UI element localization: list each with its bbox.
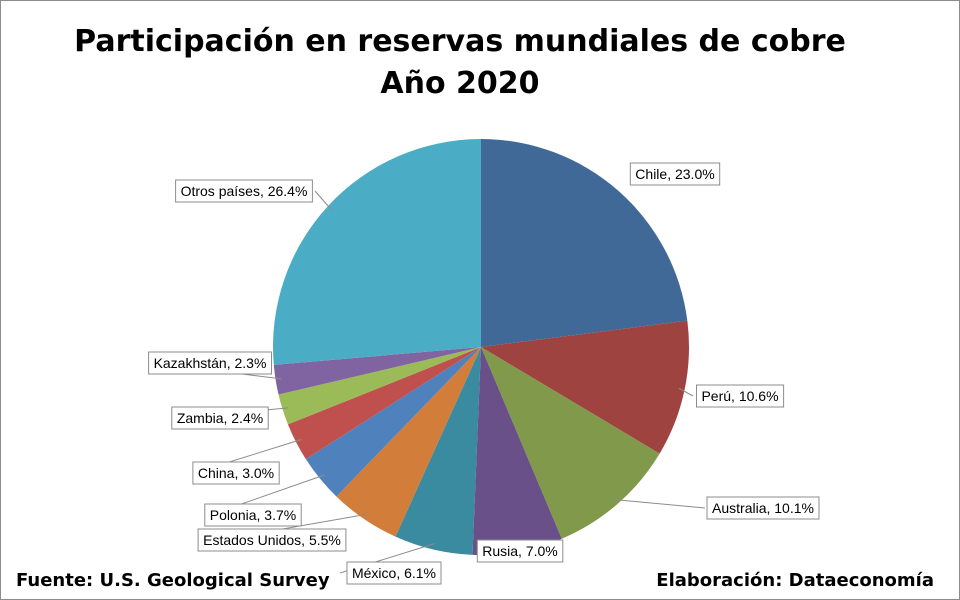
data-labels: Chile, 23.0% Perú, 10.6% Australia, 10.1% R… (148, 162, 820, 585)
pie-slice-chile (481, 139, 688, 347)
credit-note: Elaboración: Dataeconomía (656, 570, 934, 591)
data-label-box (476, 539, 564, 563)
data-label-box (148, 351, 273, 375)
data-label-text: Otros países, 26.4% (181, 183, 308, 199)
data-label-estados-unidos: Estados Unidos, 5.5% (197, 528, 347, 552)
data-label-text: Zambia, 2.4% (177, 410, 263, 426)
data-label-australia: Australia, 10.1% (706, 496, 820, 520)
data-label-box (204, 503, 302, 527)
data-label-text: Perú, 10.6% (701, 388, 778, 404)
leader-line-australia (613, 499, 706, 509)
chart-title: Participación en reservas mundiales de c… (74, 24, 846, 59)
data-label-kazakhstan: Kazakhstán, 2.3% (148, 351, 273, 375)
data-label-text: Rusia, 7.0% (482, 543, 557, 559)
data-label-box (706, 496, 820, 520)
data-label-china: China, 3.0% (192, 461, 280, 485)
data-label-zambia: Zambia, 2.4% (171, 406, 269, 430)
data-label-text: Polonia, 3.7% (210, 507, 296, 523)
data-label-box (346, 561, 442, 585)
data-label-rusia: Rusia, 7.0% (476, 539, 564, 563)
pie-slice-otros-paises (272, 139, 481, 365)
data-label-box (629, 162, 721, 186)
data-label-text: Estados Unidos, 5.5% (203, 532, 341, 548)
data-label-box (197, 528, 347, 552)
pie-slice-rusia (472, 347, 562, 556)
data-label-box (175, 179, 313, 203)
data-label-text: Chile, 23.0% (635, 166, 714, 182)
pie-slice-peru (481, 320, 689, 454)
data-label-text: Kazakhstán, 2.3% (154, 355, 267, 371)
pie-slice-polonia (305, 347, 481, 497)
data-label-mexico: México, 6.1% (346, 561, 442, 585)
data-label-peru: Perú, 10.6% (696, 384, 785, 408)
leader-line-peru (678, 387, 694, 397)
pie-slice-estados-unidos (336, 347, 481, 537)
data-label-text: México, 6.1% (352, 565, 436, 581)
pie-slice-kazakhstan (273, 347, 481, 395)
data-label-polonia: Polonia, 3.7% (204, 503, 302, 527)
source-note: Fuente: U.S. Geological Survey (16, 570, 330, 591)
data-label-chile: Chile, 23.0% (629, 162, 721, 186)
data-label-box (192, 461, 280, 485)
pie-slice-zambia (278, 347, 481, 425)
data-label-text: Australia, 10.1% (712, 500, 814, 516)
data-label-otros-paises: Otros países, 26.4% (175, 179, 313, 203)
pie-slices (272, 139, 689, 556)
data-label-box (171, 406, 269, 430)
pie-slice-australia (481, 347, 660, 539)
leader-line-otros-paises (314, 190, 333, 211)
pie-slice-china (287, 347, 481, 460)
data-label-box (696, 384, 785, 408)
pie-slice-mexico (395, 347, 481, 555)
data-label-text: China, 3.0% (198, 465, 274, 481)
chart-subtitle-year: Año 2020 (380, 66, 540, 101)
